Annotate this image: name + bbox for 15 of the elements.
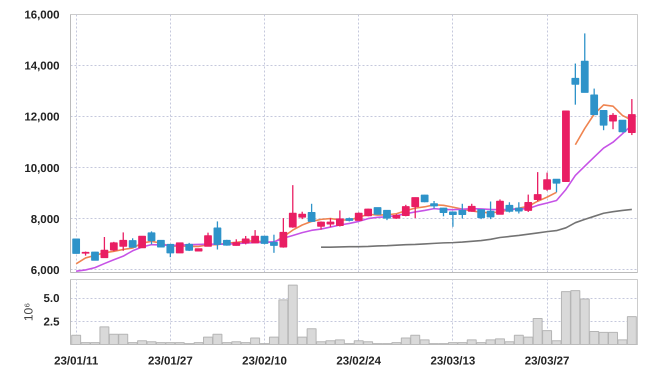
y-tick-label: 2.5 xyxy=(44,316,60,328)
y-tick-label: 5.0 xyxy=(44,293,60,306)
x-tick-label: 23/03/13 xyxy=(430,356,476,368)
y-tick-label: 10,000 xyxy=(24,162,60,175)
x-tick-label: 23/01/27 xyxy=(148,356,193,368)
x-tick-label: 23/01/11 xyxy=(54,356,99,368)
x-tick-label: 23/02/10 xyxy=(242,356,287,368)
y-tick-label: 8,000 xyxy=(30,214,60,226)
y-tick-label: 16,000 xyxy=(24,10,60,22)
x-tick-label: 23/03/27 xyxy=(524,356,570,368)
y-tick-label: 14,000 xyxy=(24,60,60,73)
y-tick-label: 6,000 xyxy=(30,264,60,277)
x-tick-label: 23/02/24 xyxy=(336,356,382,368)
y-tick-label: 12,000 xyxy=(24,112,60,124)
y-axis-title: 10⁶ xyxy=(22,302,36,322)
